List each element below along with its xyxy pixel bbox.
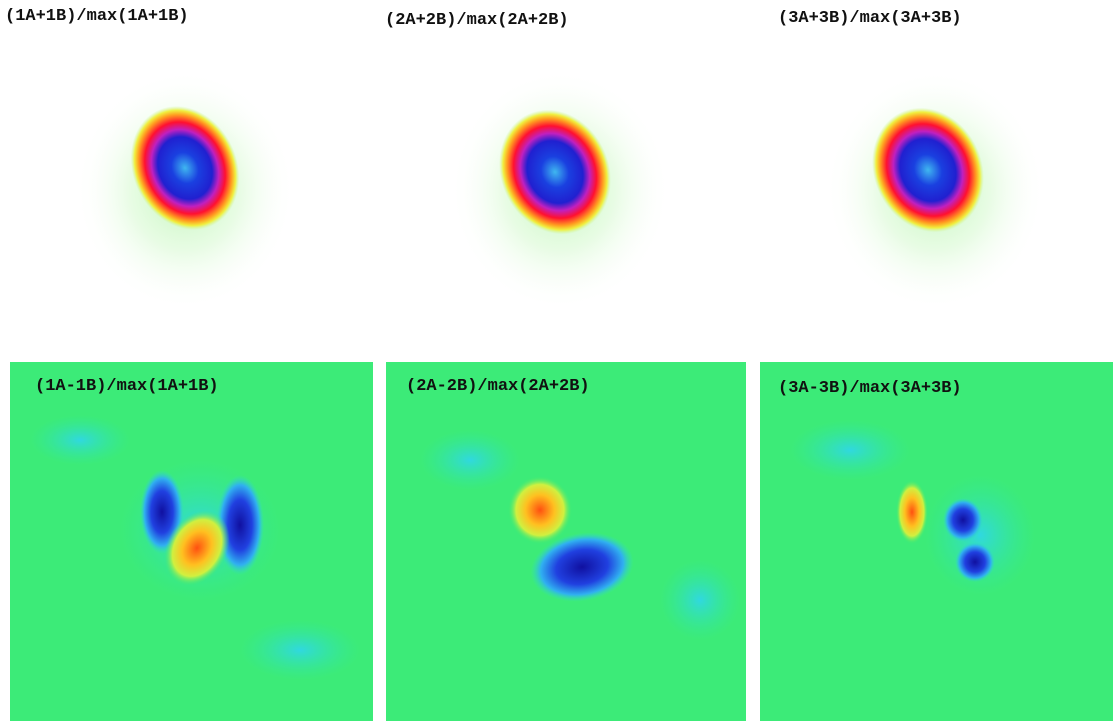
- patch: [30, 415, 130, 465]
- blob: [530, 532, 634, 602]
- panel: (1A-1B)/max(1A+1B): [10, 362, 373, 721]
- blob: [943, 498, 983, 542]
- patch: [790, 420, 910, 480]
- panel: (3A+3B)/max(3A+3B): [778, 9, 1045, 310]
- blob: [499, 109, 611, 235]
- blob: [130, 105, 240, 231]
- panel-label: (3A+3B)/max(3A+3B): [778, 9, 962, 28]
- panel: (3A-3B)/max(3A+3B): [760, 362, 1113, 721]
- blob: [508, 476, 572, 544]
- panel-label: (3A-3B)/max(3A+3B): [778, 379, 962, 398]
- panel-label: (2A+2B)/max(2A+2B): [385, 11, 569, 30]
- panel-label: (1A-1B)/max(1A+1B): [35, 377, 219, 396]
- blob: [896, 480, 928, 544]
- blob: [872, 107, 984, 233]
- panel-label: (1A+1B)/max(1A+1B): [5, 7, 189, 26]
- panel: (2A+2B)/max(2A+2B): [385, 11, 670, 310]
- patch: [240, 620, 360, 680]
- panel-label: (2A-2B)/max(2A+2B): [406, 377, 590, 396]
- panel: (2A-2B)/max(2A+2B): [386, 362, 746, 721]
- blob: [955, 542, 995, 582]
- patch: [420, 430, 520, 490]
- blob: [164, 510, 230, 586]
- panel: (1A+1B)/max(1A+1B): [5, 7, 295, 310]
- patch: [660, 560, 740, 640]
